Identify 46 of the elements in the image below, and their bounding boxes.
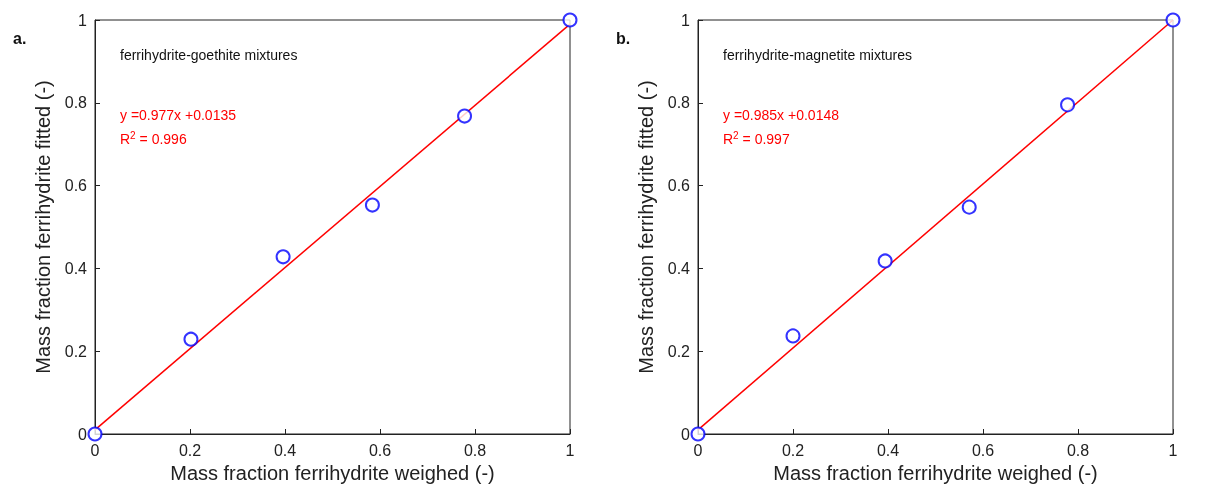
y-tick-label: 0.8: [64, 94, 88, 112]
y-tick-label: 0: [681, 425, 691, 443]
x-tick-label: 1: [565, 441, 575, 459]
x-tick-label: 0.4: [273, 441, 297, 459]
point: [877, 253, 893, 269]
x-tick-label: 0.8: [463, 441, 487, 459]
point: [1165, 12, 1181, 28]
y-tick-label: 0.6: [667, 177, 691, 195]
point: [785, 328, 801, 344]
y-tick-label: 1: [681, 11, 691, 29]
text: b.: [616, 29, 631, 47]
point: [87, 426, 103, 442]
y-tick-label: 0.2: [667, 342, 691, 360]
x-tick-label: 0.4: [876, 441, 900, 459]
annotation: ferrihydrite-goethite mixtures: [120, 47, 298, 63]
point: [562, 12, 578, 28]
x-tick-label: 0.8: [1066, 441, 1090, 459]
point: [275, 249, 291, 265]
point: [961, 199, 977, 215]
annotation: ferrihydrite-magnetite mixtures: [723, 47, 913, 63]
point: [1060, 97, 1076, 113]
point: [457, 108, 473, 124]
y-tick-label: 0: [78, 425, 88, 443]
text: a.: [13, 29, 27, 47]
point: [364, 197, 380, 213]
y-axis-title: Mass fraction ferrihydrite fitted (-): [32, 80, 54, 374]
y-tick-label: 0.2: [64, 342, 88, 360]
x-tick-label: 0.6: [971, 441, 995, 459]
point: [690, 426, 706, 442]
annotation: y =0.977x +0.0135: [120, 107, 237, 123]
x-tick-label: 0.2: [781, 441, 805, 459]
x-axis-title: Mass fraction ferrihydrite weighed (-): [170, 461, 495, 484]
x-tick-label: 0: [693, 441, 703, 459]
x-tick-label: 0: [90, 441, 100, 459]
point: [183, 331, 199, 347]
y-tick-label: 0.6: [64, 177, 88, 195]
y-tick-label: 0.4: [64, 259, 88, 277]
y-tick-label: 0.4: [667, 259, 691, 277]
y-tick-label: 0.8: [667, 94, 691, 112]
x-axis-title: Mass fraction ferrihydrite weighed (-): [773, 461, 1098, 484]
x-tick-label: 1: [1168, 441, 1178, 459]
x-tick-label: 0.6: [368, 441, 392, 459]
y-axis-title: Mass fraction ferrihydrite fitted (-): [635, 80, 657, 374]
y-tick-label: 1: [78, 11, 88, 29]
x-tick-label: 0.2: [178, 441, 202, 459]
annotation: y =0.985x +0.0148: [723, 107, 840, 123]
